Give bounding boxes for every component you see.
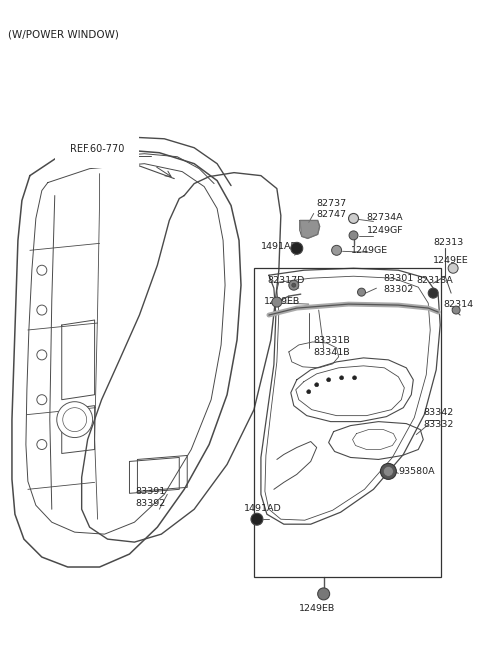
Text: 93580A: 93580A [398,468,435,476]
Text: 82737: 82737 [317,198,347,208]
Text: 1249GF: 1249GF [367,227,403,235]
Text: 82317D: 82317D [267,276,304,285]
Circle shape [37,350,47,360]
Circle shape [452,306,460,314]
Circle shape [339,376,344,380]
Text: 83341B: 83341B [314,348,350,357]
Text: 1249EB: 1249EB [264,297,300,306]
Circle shape [307,390,311,394]
Text: 83392: 83392 [135,499,166,508]
Text: 1491AD: 1491AD [261,242,299,252]
Circle shape [37,395,47,405]
Circle shape [292,283,296,287]
Circle shape [349,231,358,240]
Circle shape [428,288,438,298]
Circle shape [448,263,458,273]
Circle shape [358,288,365,296]
Circle shape [291,242,303,254]
Circle shape [37,440,47,449]
Text: REF.60-770: REF.60-770 [70,143,124,154]
Text: 83331B: 83331B [314,336,350,345]
Text: 1249GE: 1249GE [350,246,388,255]
Text: 83301: 83301 [384,274,414,283]
Text: 82313: 82313 [433,238,464,248]
Circle shape [352,376,357,380]
Circle shape [332,246,342,255]
Circle shape [272,297,282,307]
Circle shape [37,305,47,315]
Circle shape [289,280,299,290]
Bar [254,269,441,577]
Text: 82747: 82747 [317,210,347,219]
Circle shape [63,407,87,432]
Text: 82313A: 82313A [416,276,453,285]
Text: 1249EE: 1249EE [433,256,469,265]
Circle shape [37,265,47,275]
Polygon shape [300,221,320,238]
Circle shape [348,214,359,223]
Circle shape [57,402,93,438]
Text: 1491AD: 1491AD [244,504,282,514]
Text: 82314: 82314 [443,300,473,309]
Text: 83342: 83342 [423,407,454,417]
Text: (W/POWER WINDOW): (W/POWER WINDOW) [8,29,119,39]
Circle shape [318,588,330,600]
Circle shape [384,466,394,476]
Circle shape [315,383,319,386]
Circle shape [381,464,396,479]
Text: 83391: 83391 [135,487,166,496]
Text: 82734A: 82734A [367,214,403,223]
Circle shape [327,378,331,382]
Text: 83302: 83302 [384,285,414,294]
Circle shape [251,514,263,525]
Text: 1249EB: 1249EB [299,604,335,613]
Text: 83332: 83332 [423,420,454,428]
